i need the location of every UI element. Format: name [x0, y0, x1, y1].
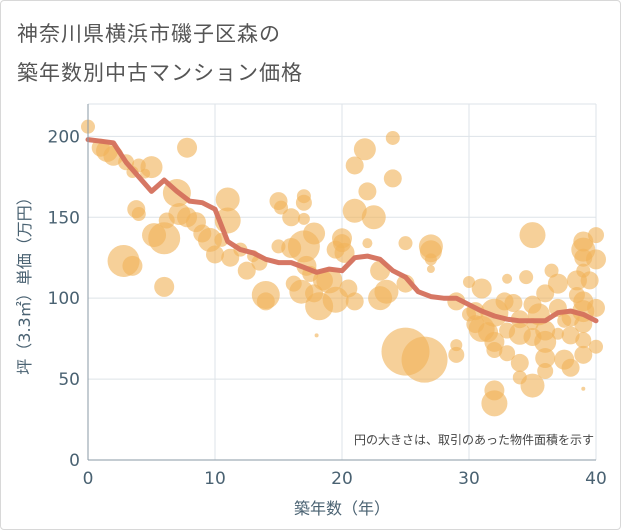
- data-bubble: [463, 276, 475, 288]
- data-bubble: [535, 348, 556, 369]
- data-bubble: [131, 207, 146, 222]
- y-tick-label: 150: [48, 208, 80, 228]
- y-tick-label: 0: [69, 451, 80, 471]
- data-bubble: [237, 261, 256, 280]
- data-bubble: [537, 363, 554, 379]
- data-bubble: [574, 345, 593, 364]
- data-bubble: [520, 373, 545, 398]
- chart-title-line1: 神奈川県横浜市磯子区森の: [17, 22, 281, 46]
- data-bubble: [314, 333, 319, 338]
- data-bubble: [574, 315, 593, 334]
- data-bubble: [295, 194, 312, 211]
- data-bubble: [401, 336, 448, 383]
- data-bubble: [206, 245, 224, 264]
- data-bubble: [499, 345, 516, 362]
- data-bubble: [504, 294, 523, 313]
- data-bubble: [586, 249, 606, 270]
- x-tick-label: 20: [331, 469, 353, 489]
- data-bubble: [448, 346, 465, 363]
- data-bubble: [561, 326, 580, 345]
- data-bubble: [519, 270, 534, 285]
- data-bubble: [587, 298, 605, 317]
- data-bubble: [426, 265, 435, 274]
- data-bubble: [510, 353, 529, 372]
- data-bubble: [334, 242, 355, 263]
- data-bubble: [215, 187, 240, 212]
- data-bubble: [561, 358, 580, 377]
- data-bubble: [575, 332, 592, 349]
- data-bubble: [362, 238, 373, 249]
- data-bubble: [383, 169, 402, 188]
- data-bubble: [471, 278, 492, 299]
- data-bubble: [534, 330, 557, 353]
- data-bubble: [342, 198, 367, 223]
- data-bubble: [303, 222, 326, 245]
- data-bubble: [385, 130, 400, 145]
- data-bubble: [345, 292, 364, 311]
- data-bubble: [450, 339, 463, 352]
- data-bubble: [358, 182, 377, 201]
- data-bubble: [148, 222, 181, 255]
- x-tick-label: 0: [83, 469, 94, 489]
- data-bubble: [589, 339, 603, 354]
- data-bubble: [486, 341, 503, 358]
- data-bubble: [398, 236, 413, 251]
- data-bubble: [374, 279, 399, 304]
- data-bubble: [580, 271, 599, 290]
- x-tick-label: 40: [585, 469, 607, 489]
- data-bubble: [353, 138, 376, 161]
- bubble-size-note: 円の大きさは、取引のあった物件面積を示す: [354, 432, 594, 447]
- x-tick-label: 30: [458, 469, 480, 489]
- data-bubble: [345, 156, 364, 175]
- data-bubble: [282, 208, 301, 227]
- x-tick-label: 10: [204, 469, 226, 489]
- data-bubble: [519, 222, 546, 249]
- data-bubble: [418, 234, 443, 259]
- data-bubble: [551, 327, 564, 340]
- data-bubble: [154, 276, 175, 297]
- y-tick-label: 100: [48, 289, 80, 309]
- trend-line: [85, 137, 599, 324]
- data-bubble: [256, 292, 275, 311]
- data-bubble: [361, 205, 386, 230]
- data-bubble: [588, 227, 604, 244]
- data-bubble: [502, 273, 513, 284]
- data-bubble: [481, 390, 508, 417]
- data-bubble: [274, 200, 289, 215]
- y-tick-label: 50: [58, 370, 80, 390]
- data-bubble: [177, 137, 198, 158]
- y-tick-label: 200: [48, 127, 80, 147]
- chart-title-line2: 築年数別中古マンション価格: [17, 61, 303, 85]
- data-bubble: [547, 273, 568, 294]
- data-bubble: [297, 212, 310, 225]
- data-bubble: [424, 253, 437, 266]
- y-axis-label: 坪（3.3㎡）単価（万円）: [15, 189, 34, 374]
- x-axis-label: 築年数（年）: [294, 499, 390, 518]
- data-bubble: [122, 255, 143, 276]
- data-bubble: [140, 156, 163, 179]
- data-bubble: [581, 386, 586, 391]
